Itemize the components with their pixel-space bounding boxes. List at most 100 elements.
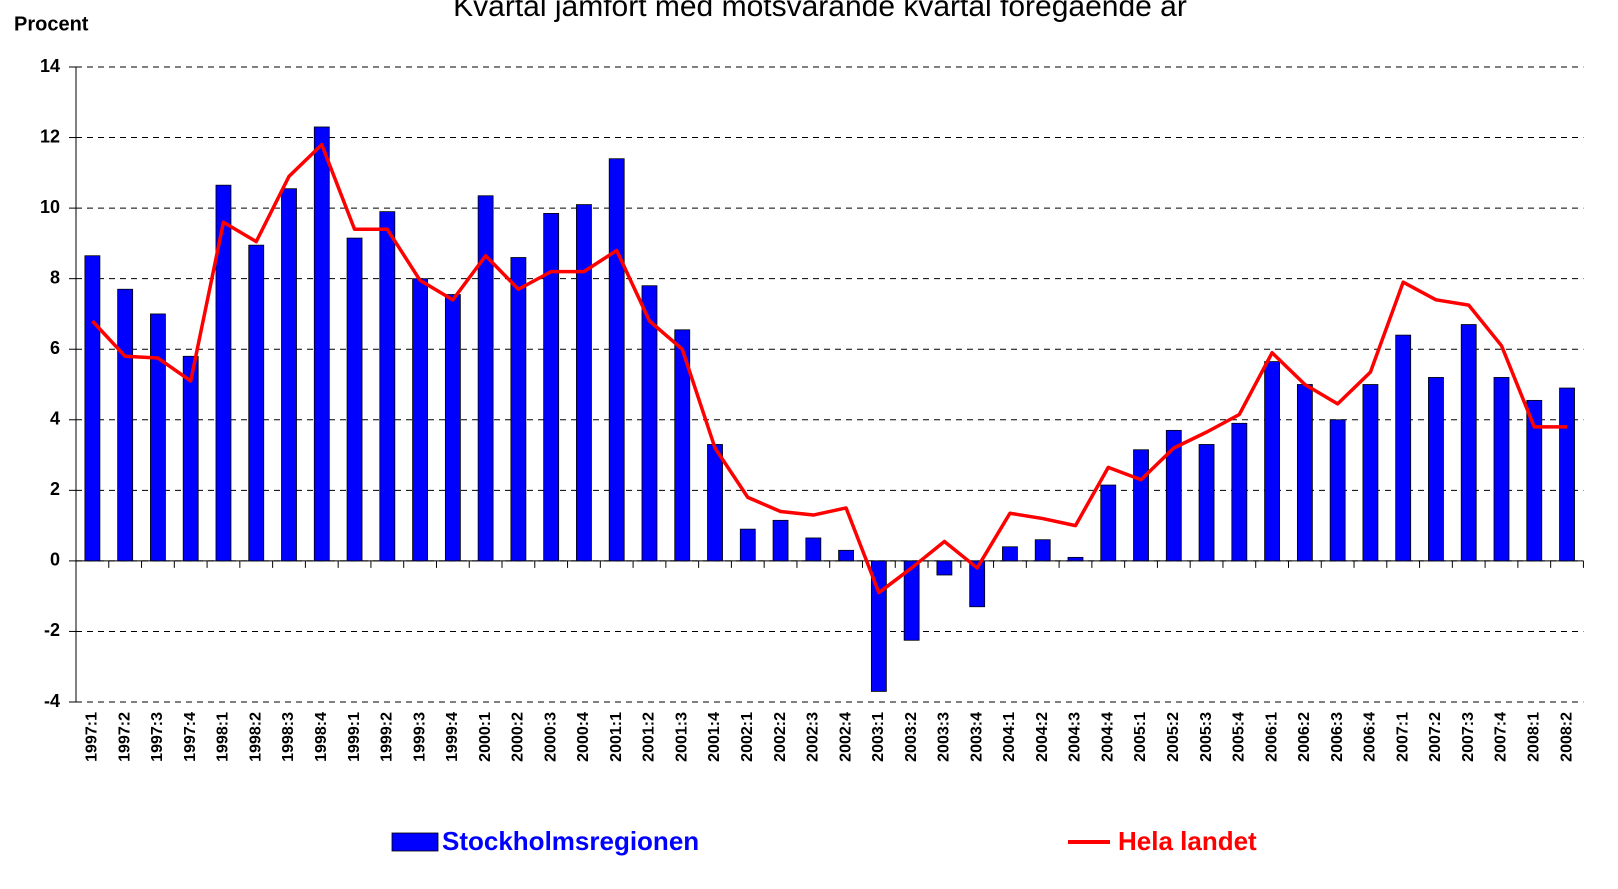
x-tick-label: 2004:4 <box>1099 712 1116 762</box>
bar <box>1264 361 1281 562</box>
bar <box>248 244 265 562</box>
bar <box>281 188 297 562</box>
y-tick-label: -2 <box>44 620 60 640</box>
bar <box>1067 556 1084 562</box>
bar <box>84 255 101 562</box>
bar <box>576 204 592 562</box>
x-tick-label: 2003:1 <box>870 712 887 762</box>
bar <box>739 528 756 562</box>
x-tick-label: 2007:1 <box>1394 712 1411 762</box>
x-tick-label: 2006:1 <box>1263 712 1280 762</box>
bar <box>117 288 134 562</box>
x-tick-label: 2003:2 <box>903 712 920 762</box>
bar <box>346 237 363 562</box>
x-tick-label: 2006:3 <box>1329 712 1346 762</box>
bar <box>674 329 691 562</box>
x-tick-label: 2000:4 <box>575 712 592 762</box>
x-tick-label: 1998:1 <box>215 712 232 762</box>
x-tick-label: 1998:2 <box>247 712 264 762</box>
x-tick-label: 1999:4 <box>444 712 461 762</box>
bar <box>805 537 822 562</box>
x-tick-label: 1997:1 <box>84 712 101 762</box>
bar <box>510 257 527 562</box>
x-tick-label: 1997:4 <box>182 712 199 762</box>
x-tick-label: 2007:2 <box>1427 712 1444 762</box>
x-tick-label: 2008:2 <box>1558 712 1575 762</box>
x-tick-label: 2002:4 <box>837 712 854 762</box>
x-tick-label: 2005:2 <box>1165 712 1182 762</box>
bar <box>1100 484 1117 562</box>
bar <box>1034 539 1051 562</box>
bar <box>1460 324 1477 562</box>
y-tick-label: 12 <box>40 126 60 146</box>
legend-label: Hela landet <box>1118 826 1257 856</box>
bar <box>444 294 461 562</box>
bar <box>313 126 330 562</box>
bar <box>182 355 199 562</box>
bar <box>1362 384 1379 562</box>
bar <box>1231 422 1248 562</box>
x-tick-label: 2001:4 <box>706 712 723 762</box>
x-tick-label: 1999:2 <box>379 712 396 762</box>
x-tick-label: 2001:3 <box>673 712 690 762</box>
y-tick-label: 14 <box>40 56 60 76</box>
bar <box>1198 444 1215 562</box>
x-tick-label: 2005:4 <box>1231 712 1248 762</box>
bar <box>1133 449 1149 562</box>
x-tick-label: 2003:3 <box>936 712 953 762</box>
x-tick-label: 2005:3 <box>1198 712 1215 762</box>
x-tick-label: 2000:3 <box>542 712 559 762</box>
x-tick-label: 1999:1 <box>346 712 363 762</box>
x-tick-label: 2004:1 <box>1001 712 1018 762</box>
bar <box>1002 546 1018 562</box>
bar <box>608 158 625 562</box>
y-tick-label: 0 <box>50 550 60 570</box>
bar <box>543 213 560 562</box>
x-tick-label: 2006:4 <box>1362 712 1379 762</box>
bar <box>936 560 953 576</box>
x-tick-label: 2001:2 <box>641 712 658 762</box>
x-tick-label: 2004:2 <box>1034 712 1051 762</box>
x-tick-label: 2005:1 <box>1132 712 1149 762</box>
bar <box>903 560 920 641</box>
legend-swatch <box>391 832 439 852</box>
bar <box>215 184 232 562</box>
line <box>91 142 1568 595</box>
x-tick-label: 2008:1 <box>1525 712 1542 762</box>
x-tick-label: 2002:1 <box>739 712 756 762</box>
y-tick-label: 6 <box>50 338 60 358</box>
legend-label: Stockholmsregionen <box>442 826 699 856</box>
y-tick-label: 8 <box>50 267 60 287</box>
x-tick-label: 2007:3 <box>1460 712 1477 762</box>
bar <box>707 444 723 562</box>
x-tick-label: 2002:3 <box>805 712 822 762</box>
bar <box>477 195 494 562</box>
y-tick-label: 10 <box>40 197 60 217</box>
y-tick-label: 4 <box>50 409 60 429</box>
x-tick-label: 2001:1 <box>608 712 625 762</box>
x-tick-label: 1997:3 <box>149 712 166 762</box>
x-tick-label: 2002:2 <box>772 712 789 762</box>
bar <box>412 278 428 562</box>
x-tick-label: 1998:4 <box>313 712 330 762</box>
y-axis-label: Procent <box>14 13 89 35</box>
bar <box>150 313 166 562</box>
x-tick-label: 1998:3 <box>280 712 297 762</box>
x-tick-label: 2003:4 <box>968 712 985 762</box>
bar <box>1165 429 1182 562</box>
y-tick-label: 2 <box>50 479 60 499</box>
chart-title: Kvartal jämfört med motsvarande kvartal … <box>453 0 1187 23</box>
bar <box>772 519 789 562</box>
bar <box>1559 387 1575 562</box>
bar <box>379 211 396 562</box>
bar <box>641 285 658 562</box>
bar <box>1296 384 1313 562</box>
x-tick-label: 2007:4 <box>1493 712 1510 762</box>
bar <box>1493 377 1510 562</box>
x-tick-label: 1997:2 <box>116 712 133 762</box>
x-tick-label: 2000:1 <box>477 712 494 762</box>
bar <box>1329 419 1346 562</box>
x-tick-label: 2004:3 <box>1067 712 1084 762</box>
